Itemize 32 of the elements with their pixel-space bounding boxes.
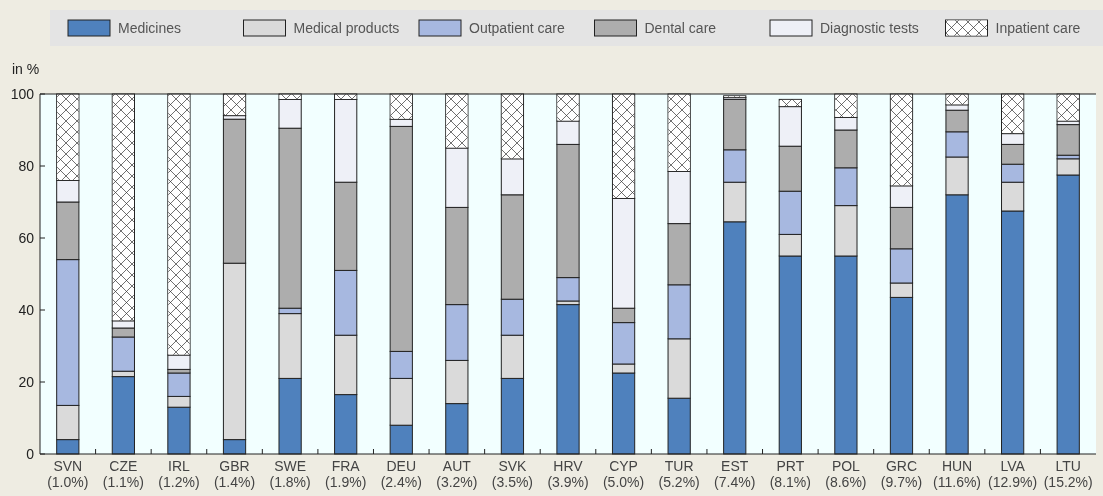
x-tick-label: FRA (1.9%): [325, 458, 367, 490]
x-tick-label: EST (7.4%): [714, 458, 756, 490]
y-tick-label: 0: [26, 445, 35, 462]
x-tick-label: LTU (15.2%): [1043, 458, 1093, 490]
legend-label: Medical products: [293, 19, 400, 36]
legend-label: Diagnostic tests: [820, 19, 919, 36]
x-tick-label: POL (8.6%): [825, 458, 867, 490]
x-tick-label: HUN (11.6%): [933, 458, 982, 490]
y-tick-label: 100: [10, 85, 35, 102]
y-tick-label: 80: [18, 157, 35, 174]
x-tick-label: GBR (1.4%): [213, 458, 256, 490]
legend-label: Medicines: [118, 19, 182, 36]
y-tick-label: 40: [18, 301, 35, 318]
x-tick-label: SVK (3.5%): [491, 458, 534, 490]
x-tick-label: AUT (3.2%): [436, 458, 478, 490]
x-tick-label: PRT (8.1%): [769, 458, 811, 490]
y-axis-title: in %: [12, 61, 40, 77]
legend-label: Outpatient care: [469, 19, 565, 36]
y-tick-label: 20: [18, 373, 35, 390]
x-tick-label: SVN (1.0%): [47, 458, 89, 490]
x-tick-label: DEU (2.4%): [380, 458, 422, 490]
x-tick-label: HRV (3.9%): [547, 458, 589, 490]
x-tick-label: CZE (1.1%): [102, 458, 144, 490]
legend-label: Inpatient care: [995, 19, 1081, 36]
x-tick-label: CYP (5.0%): [602, 458, 645, 490]
y-tick-label: 60: [18, 229, 35, 246]
x-tick-label: IRL (1.2%): [158, 458, 200, 490]
x-tick-label: LVA (12.9%): [988, 458, 1038, 490]
x-tick-label: GRC (9.7%): [880, 458, 923, 490]
x-tick-label: TUR (5.2%): [658, 458, 700, 490]
legend-label: Dental care: [644, 19, 717, 36]
x-tick-label: SWE (1.8%): [269, 458, 311, 490]
